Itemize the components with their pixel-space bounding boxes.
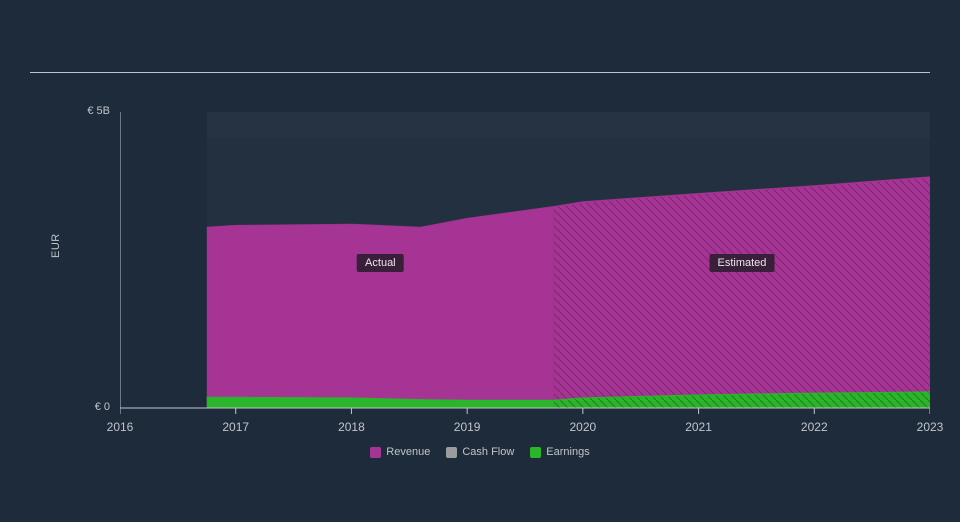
x-tick-label: 2021	[685, 420, 712, 434]
x-tick-label: 2019	[454, 420, 481, 434]
legend-label: Revenue	[386, 446, 430, 458]
x-tick-label: 2023	[917, 420, 944, 434]
region-label-estimated: Estimated	[709, 254, 774, 272]
legend-swatch	[530, 447, 541, 458]
chart-container: EUR € 0 € 5B 2016 2017 2018 2019 2020 2021 2022…	[0, 0, 960, 522]
legend-item-earnings: Earnings	[530, 446, 589, 458]
y-tick-label: € 0	[70, 401, 110, 413]
legend-label: Cash Flow	[462, 446, 514, 458]
legend-label: Earnings	[546, 446, 589, 458]
legend: Revenue Cash Flow Earnings	[0, 446, 960, 461]
legend-swatch	[446, 447, 457, 458]
legend-swatch	[370, 447, 381, 458]
region-label-actual: Actual	[357, 254, 404, 272]
x-tick-label: 2022	[801, 420, 828, 434]
x-tick-label: 2020	[569, 420, 596, 434]
y-tick-label: € 5B	[70, 105, 110, 117]
top-rule	[30, 72, 930, 73]
plot-area	[120, 112, 930, 418]
x-tick-label: 2018	[338, 420, 365, 434]
y-axis-label: EUR	[50, 233, 62, 258]
legend-item-cash-flow: Cash Flow	[446, 446, 514, 458]
x-tick-label: 2016	[107, 420, 134, 434]
legend-item-revenue: Revenue	[370, 446, 430, 458]
x-tick-label: 2017	[222, 420, 249, 434]
